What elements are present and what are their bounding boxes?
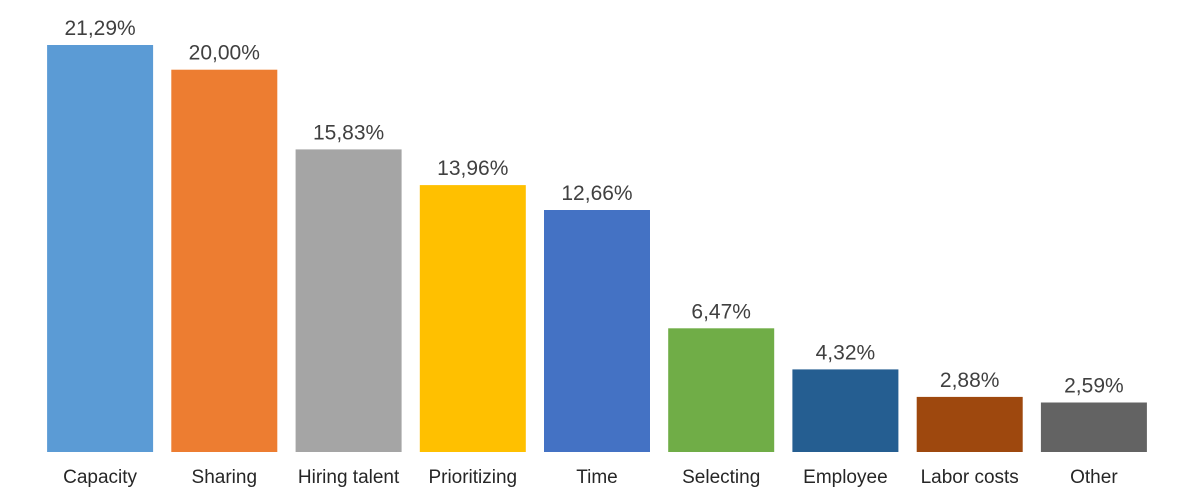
value-label-prioritizing: 13,96% (437, 157, 508, 180)
value-labels-group: 21,29% 20,00% 15,83% 13,96% 12,66% 6,47% 4,32%… (64, 17, 1123, 398)
bar-labor-costs (916, 396, 1023, 452)
value-label-time: 12,66% (561, 182, 632, 205)
category-label-employee: Employee (803, 467, 888, 488)
bar-capacity (47, 45, 154, 452)
bar-hiring-talent (295, 149, 402, 452)
value-label-other: 2,59% (1064, 375, 1124, 398)
category-label-selecting: Selecting (682, 467, 760, 488)
bar-time (544, 210, 650, 452)
category-labels-group: Capacity Sharing Hiring talent Prioritizing… (63, 467, 1118, 488)
category-label-hiring-talent: Hiring talent (298, 467, 400, 488)
category-label-other: Other (1070, 467, 1118, 488)
value-label-employee: 4,32% (816, 341, 876, 364)
category-label-capacity: Capacity (63, 467, 137, 488)
value-label-labor-costs: 2,88% (940, 369, 1000, 392)
category-label-sharing: Sharing (192, 467, 258, 488)
bar-other (1040, 402, 1147, 452)
bars-group (47, 45, 1147, 452)
category-label-labor-costs: Labor costs (921, 467, 1019, 488)
category-label-time: Time (576, 467, 618, 488)
category-label-prioritizing: Prioritizing (428, 467, 517, 488)
value-label-capacity: 21,29% (64, 17, 135, 40)
bar-sharing (171, 69, 278, 452)
bar-selecting (668, 328, 775, 452)
bar-employee (792, 369, 899, 452)
bar-prioritizing (419, 185, 526, 452)
value-label-sharing: 20,00% (189, 42, 260, 65)
value-label-hiring-talent: 15,83% (313, 121, 384, 144)
value-label-selecting: 6,47% (691, 300, 751, 323)
